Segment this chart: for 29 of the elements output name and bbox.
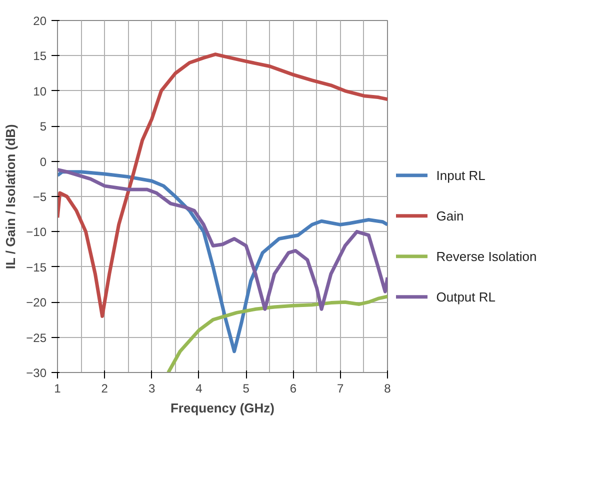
y-tick-label: 5 [40, 120, 47, 134]
x-tick-label: 5 [242, 382, 250, 396]
line-series [58, 168, 388, 311]
line-series [58, 52, 388, 318]
legend-label: Gain [436, 208, 464, 224]
x-tick-label: 6 [290, 382, 297, 396]
line-series [58, 170, 388, 354]
x-axis-title: Frequency (GHz) [170, 400, 275, 416]
legend-label: Reverse Isolation [436, 248, 537, 264]
line-series [166, 294, 388, 372]
y-tick-label: −5 [32, 190, 47, 204]
x-tick-label: 3 [148, 382, 156, 396]
y-tick-label: 0 [40, 154, 47, 169]
x-tick-label: 4 [196, 382, 203, 396]
x-tick-label: 8 [384, 382, 392, 396]
y-tick-label: −10 [26, 225, 47, 240]
y-axis-title: IL / Gain / Isolation (dB) [3, 124, 18, 270]
y-tick-label: −25 [26, 330, 47, 345]
y-tick-label: −30 [26, 366, 47, 380]
legend-label: Input RL [436, 168, 486, 183]
x-tick-label: 7 [337, 382, 344, 396]
y-tick-label: 15 [33, 49, 47, 64]
x-tick-label: 2 [101, 382, 108, 396]
x-tick-label: 1 [54, 382, 62, 396]
y-tick-label: −15 [26, 260, 47, 274]
y-tick-label: −20 [26, 296, 47, 310]
y-tick-label: 10 [33, 84, 47, 98]
legend-label: Output RL [436, 289, 496, 304]
y-tick-label: 20 [33, 14, 47, 28]
